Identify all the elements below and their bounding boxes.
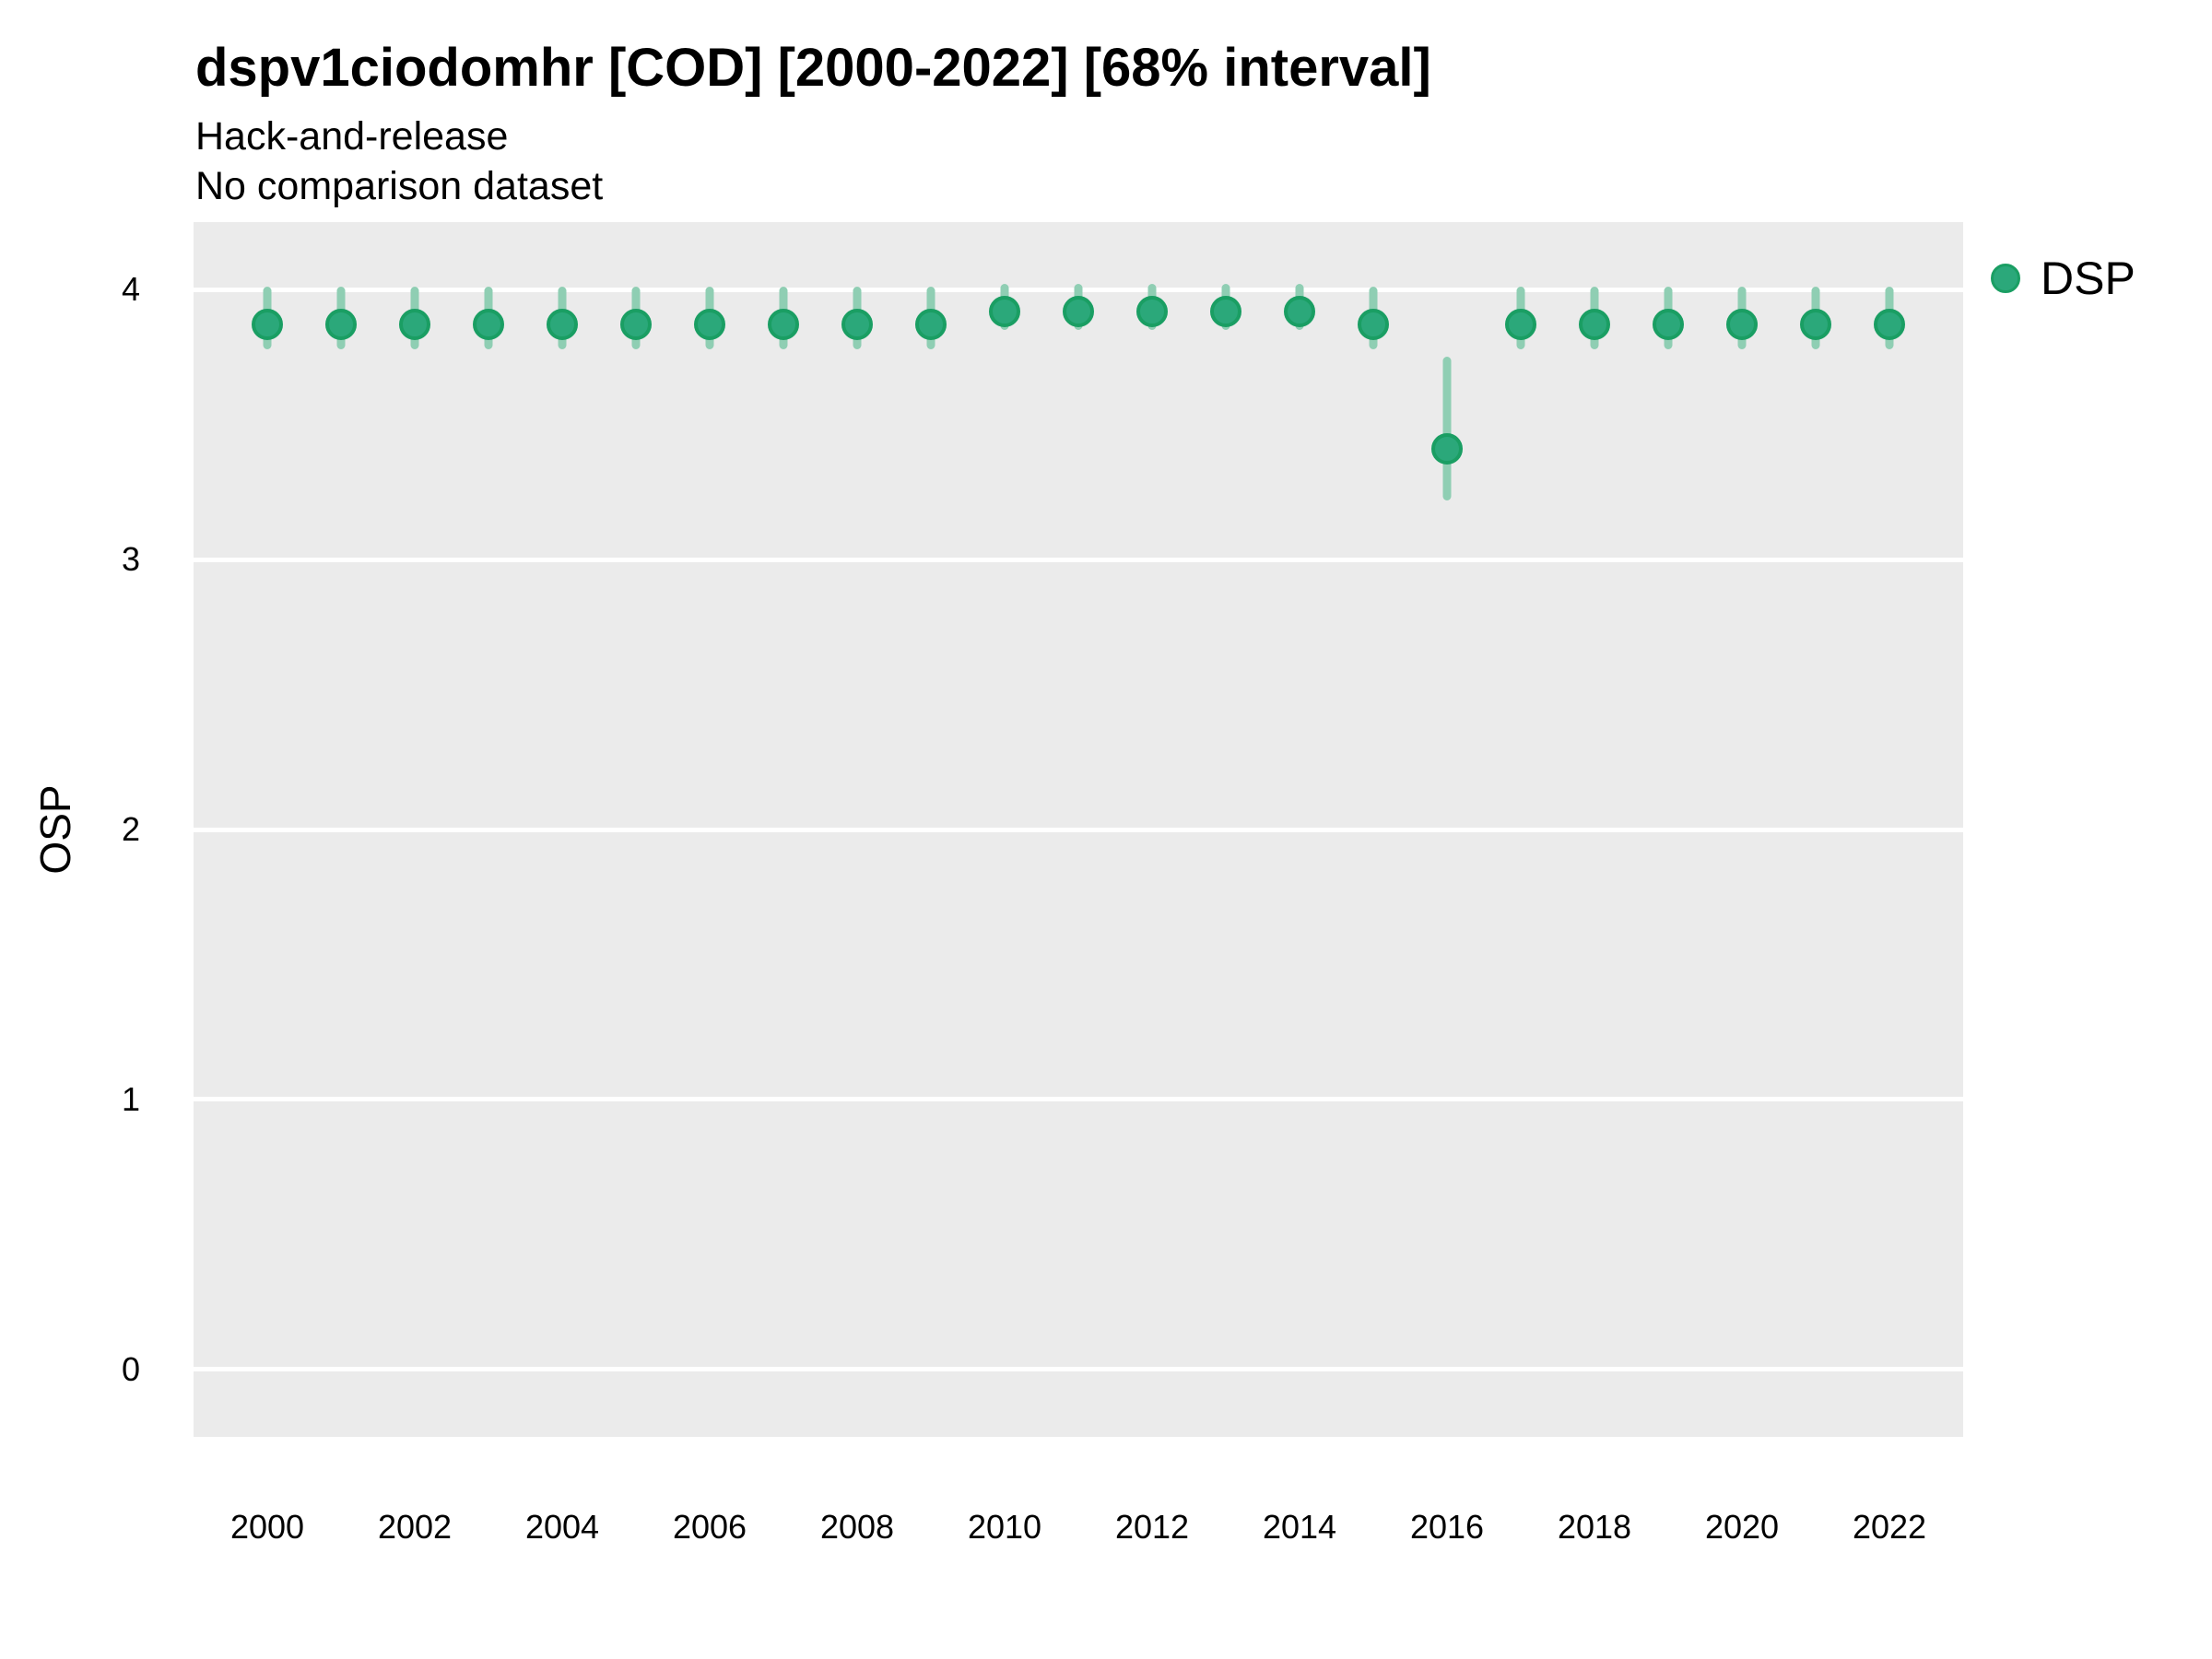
data-point-2003 (473, 309, 504, 341)
data-point-2004 (547, 309, 578, 341)
data-point-2002 (399, 309, 430, 341)
x-tick-label-2018: 2018 (1557, 1508, 1632, 1546)
data-point-2007 (768, 309, 799, 341)
gridline-y-1 (194, 1097, 1963, 1102)
y-tick-label-2: 2 (121, 810, 140, 848)
gridline-y-3 (194, 557, 1963, 562)
data-point-2010 (989, 295, 1020, 327)
y-tick-label-4: 4 (121, 270, 140, 309)
data-point-2001 (325, 309, 357, 341)
gridline-y-0 (194, 1367, 1963, 1372)
data-point-2005 (620, 309, 652, 341)
data-point-2009 (915, 309, 947, 341)
chart-subtitle-line2: No comparison dataset (195, 164, 604, 208)
data-point-2014 (1284, 295, 1315, 327)
legend-label: DSP (2041, 253, 2136, 304)
data-point-2006 (694, 309, 725, 341)
data-point-2012 (1136, 295, 1168, 327)
data-point-2011 (1063, 295, 1094, 327)
data-point-2021 (1800, 309, 1831, 341)
data-point-2018 (1579, 309, 1610, 341)
x-tick-label-2006: 2006 (672, 1508, 747, 1546)
x-tick-label-2004: 2004 (524, 1508, 600, 1546)
error-bar-2016 (1442, 357, 1452, 500)
data-point-2020 (1726, 309, 1758, 341)
data-point-2017 (1505, 309, 1536, 341)
data-point-2015 (1358, 309, 1389, 341)
legend-marker-circle-icon (1991, 264, 2020, 293)
gridline-y-2 (194, 827, 1963, 832)
plot-panel (194, 222, 1963, 1437)
y-tick-label-1: 1 (121, 1079, 140, 1118)
chart-subtitle-line1: Hack-and-release (195, 114, 509, 159)
data-point-2019 (1653, 309, 1684, 341)
data-point-2016 (1431, 433, 1463, 465)
data-point-2022 (1874, 309, 1905, 341)
chart-title: dspv1ciodomhr [COD] [2000-2022] [68% int… (195, 38, 1431, 98)
x-tick-label-2014: 2014 (1262, 1508, 1337, 1546)
legend: DSP (1991, 253, 2136, 304)
x-tick-label-2022: 2022 (1852, 1508, 1927, 1546)
x-tick-label-2016: 2016 (1409, 1508, 1485, 1546)
data-point-2008 (841, 309, 873, 341)
x-tick-label-2012: 2012 (1114, 1508, 1190, 1546)
x-tick-label-2010: 2010 (967, 1508, 1042, 1546)
x-tick-label-2000: 2000 (229, 1508, 305, 1546)
x-tick-label-2002: 2002 (377, 1508, 453, 1546)
x-tick-label-2020: 2020 (1704, 1508, 1780, 1546)
y-tick-label-0: 0 (121, 1349, 140, 1388)
y-tick-label-3: 3 (121, 540, 140, 579)
data-point-2013 (1210, 295, 1241, 327)
x-tick-label-2008: 2008 (819, 1508, 895, 1546)
data-point-2000 (252, 309, 283, 341)
